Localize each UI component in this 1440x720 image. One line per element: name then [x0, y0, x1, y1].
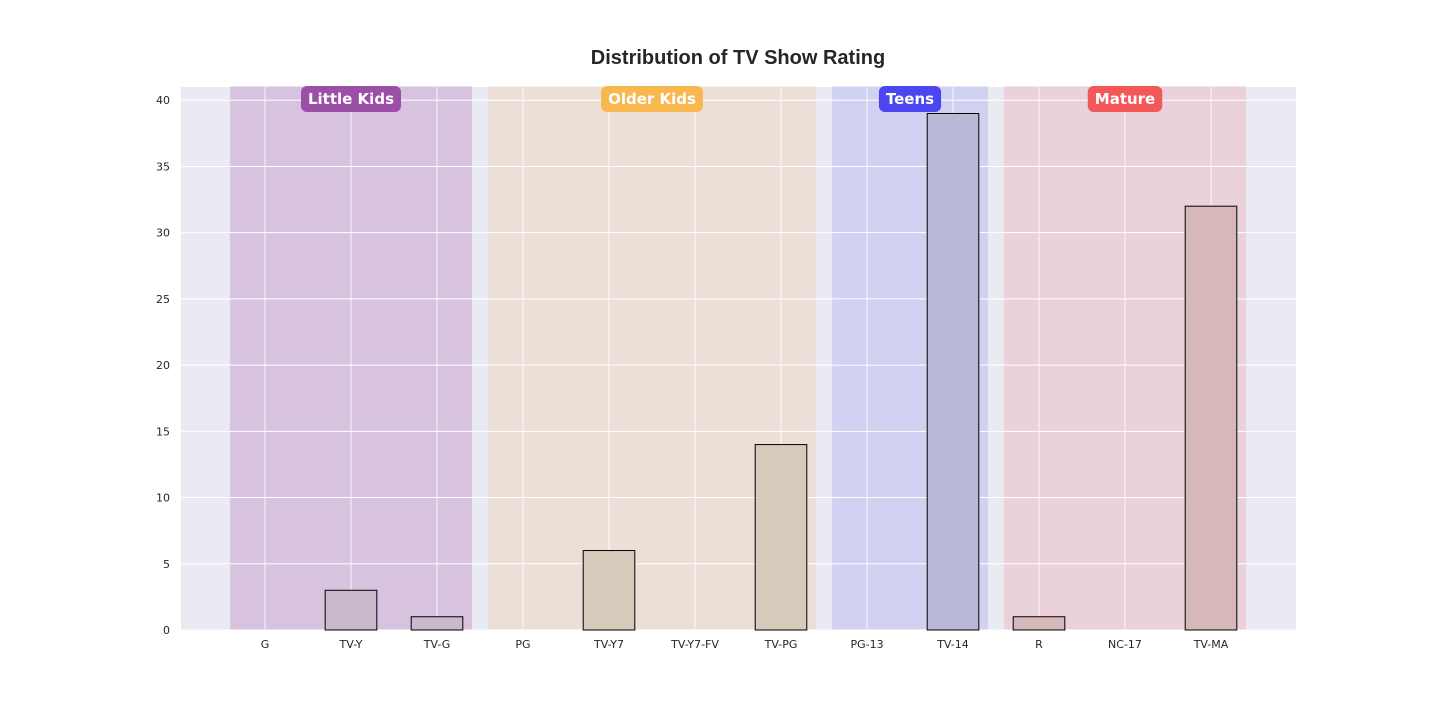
group-label-box	[601, 86, 703, 112]
x-tick-label-tv-y: TV-Y	[339, 638, 363, 651]
x-tick-label-tv-14: TV-14	[936, 638, 969, 651]
group-label-text: Teens	[886, 90, 934, 108]
group-label-little-kids: Little Kids	[300, 86, 402, 112]
chart-title: Distribution of TV Show Rating	[591, 47, 885, 69]
y-tick-label: 30	[156, 227, 170, 240]
bars	[324, 112, 1238, 631]
x-tick-label-g: G	[261, 638, 270, 651]
group-label-text: Mature	[1095, 90, 1155, 108]
y-tick-labels: 0 5 10 15 20 25 30 35 40	[156, 94, 170, 637]
group-label-mature: Mature	[1087, 86, 1163, 112]
bar-tv-g	[410, 616, 464, 631]
group-label-box	[1087, 86, 1163, 112]
y-tick-label: 20	[156, 359, 170, 372]
x-tick-label-pg: PG	[515, 638, 530, 651]
x-tick-label-r: R	[1035, 638, 1043, 651]
group-label-box	[300, 86, 402, 112]
group-label-older-kids: Older Kids	[601, 86, 703, 112]
group-label-text: Little Kids	[308, 90, 394, 108]
x-tick-label-tv-y7-fv: TV-Y7-FV	[670, 638, 719, 651]
y-tick-label: 25	[156, 293, 170, 306]
bar-tv-14	[926, 112, 980, 631]
x-tick-label-nc-17: NC-17	[1108, 638, 1142, 651]
bar-tv-pg	[754, 444, 808, 631]
x-tick-label-pg-13: PG-13	[850, 638, 883, 651]
bar-r	[1012, 616, 1066, 631]
y-tick-label: 15	[156, 425, 170, 438]
bar-tv-y7	[582, 550, 636, 631]
group-labels: Little Kids Older Kids Teens Mature	[300, 86, 1163, 112]
y-tick-label: 35	[156, 160, 170, 173]
x-tick-label-tv-pg: TV-PG	[764, 638, 798, 651]
group-label-box	[878, 86, 942, 112]
x-tick-label-tv-ma: TV-MA	[1193, 638, 1229, 651]
bar-tv-ma	[1184, 205, 1238, 631]
x-tick-label-tv-y7: TV-Y7	[593, 638, 624, 651]
y-tick-label: 5	[163, 558, 170, 571]
group-bands	[230, 86, 1246, 631]
y-tick-label: 10	[156, 492, 170, 505]
x-tick-labels: G TV-Y TV-G PG TV-Y7 TV-Y7-FV TV-PG PG-13 TV-14 R…	[261, 638, 1229, 651]
y-tick-label: 40	[156, 94, 170, 107]
bar-tv-y	[324, 589, 378, 631]
group-label-text: Older Kids	[608, 90, 696, 108]
y-tick-label: 0	[163, 624, 170, 637]
group-label-teens: Teens	[878, 86, 942, 112]
x-tick-label-tv-g: TV-G	[423, 638, 451, 651]
